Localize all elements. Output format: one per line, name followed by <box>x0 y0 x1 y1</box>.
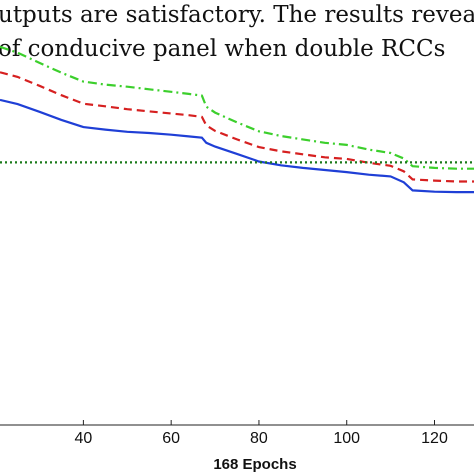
series-layer <box>0 45 474 194</box>
x-axis: 40 60 80 100 120 <box>0 420 474 447</box>
series-line-2 <box>0 71 474 183</box>
series-line-1 <box>0 98 474 194</box>
caption-line-2: of conducive panel when double RCCs <box>0 36 446 62</box>
caption-line-1: utputs are satisfactory. The results rev… <box>0 2 474 28</box>
x-tick-label-40: 40 <box>74 430 92 447</box>
x-tick-label-100: 100 <box>333 430 360 447</box>
x-tick-label-60: 60 <box>162 430 180 447</box>
x-axis-label: 168 Epochs <box>213 456 296 473</box>
x-tick-label-120: 120 <box>421 430 448 447</box>
series-line-3 <box>0 45 474 170</box>
x-tick-label-80: 80 <box>250 430 268 447</box>
